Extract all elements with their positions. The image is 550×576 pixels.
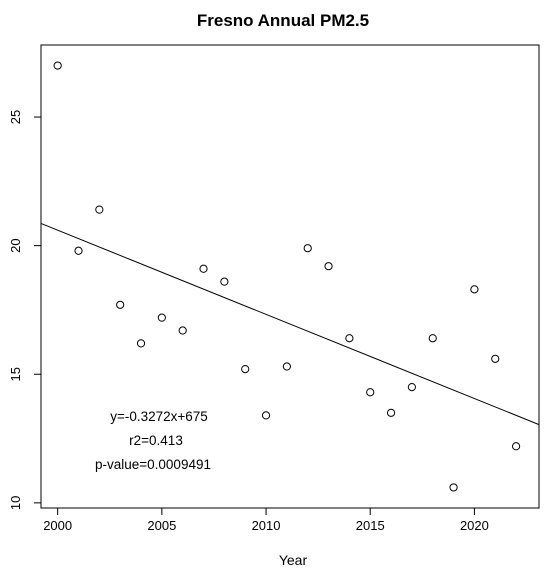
data-point <box>178 326 187 335</box>
y-tick-label: 10 <box>8 496 23 510</box>
x-tick-label: 2005 <box>147 518 176 533</box>
data-point <box>345 334 354 343</box>
data-point <box>511 442 521 451</box>
data-point <box>491 354 500 363</box>
regression-line <box>40 223 540 426</box>
data-point <box>261 411 271 420</box>
data-point <box>74 246 83 255</box>
y-tick-label: 20 <box>8 238 23 252</box>
x-tick-label: 2010 <box>252 518 281 533</box>
x-tick-label: 2015 <box>356 518 385 533</box>
data-point <box>366 388 375 397</box>
data-point <box>303 244 312 253</box>
y-axis: 10 15 20 25 <box>8 110 42 510</box>
data-point <box>116 300 125 309</box>
data-point <box>199 264 208 273</box>
y-tick-label: 25 <box>8 110 23 124</box>
data-point <box>407 383 416 392</box>
data-point <box>157 313 166 322</box>
data-point <box>449 483 458 492</box>
data-point <box>220 277 229 286</box>
x-axis: 2000 2005 2010 2015 2020 <box>43 507 489 533</box>
equation-annotation: y=-0.3272x+675 <box>110 409 208 424</box>
data-point <box>470 285 479 294</box>
x-tick-label: 2000 <box>43 518 72 533</box>
data-point <box>386 408 396 417</box>
data-point <box>428 334 437 343</box>
plot-frame <box>40 44 540 509</box>
data-points <box>53 61 521 492</box>
data-point <box>53 61 62 70</box>
x-tick-label: 2020 <box>460 518 489 533</box>
data-point <box>282 362 291 371</box>
x-axis-label: Year <box>279 552 308 568</box>
r2-annotation: r2=0.413 <box>129 433 183 448</box>
data-point <box>95 205 104 214</box>
data-point <box>136 339 146 348</box>
chart-title: Fresno Annual PM2.5 <box>197 11 369 30</box>
y-tick-label: 15 <box>8 367 23 381</box>
p-value-annotation: p-value=0.0009491 <box>95 457 211 472</box>
data-point <box>241 365 250 374</box>
data-point <box>324 262 333 271</box>
